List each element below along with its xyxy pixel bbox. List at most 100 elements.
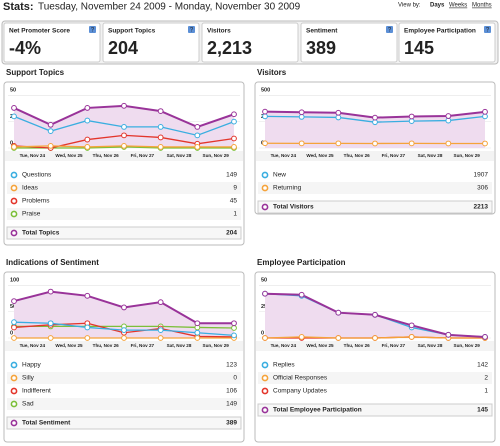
- point: [408, 334, 415, 340]
- point: [372, 335, 378, 341]
- point: [84, 117, 91, 124]
- point: [231, 135, 237, 142]
- legend-total: 2: [484, 375, 488, 382]
- legend-total: 149: [226, 401, 237, 408]
- help-icon: [89, 26, 96, 33]
- legend-name: Total Sentiment: [22, 420, 71, 427]
- point: [11, 319, 17, 326]
- point: [445, 140, 452, 147]
- point: [11, 324, 17, 331]
- point: [121, 142, 127, 149]
- chart-title: Visitors: [257, 68, 287, 77]
- point: [157, 124, 164, 130]
- legend-total: 145: [477, 407, 488, 414]
- point: [231, 111, 237, 118]
- help-icon: [386, 26, 393, 33]
- view-months[interactable]: Months: [472, 3, 492, 9]
- y-tick-label: 50: [261, 278, 267, 284]
- legend-swatch: [10, 171, 18, 179]
- stat-label: Sentiment: [306, 28, 338, 35]
- legend-row: [7, 208, 241, 220]
- x-tick-label: Tue, Nov 24: [271, 153, 297, 158]
- view-by: View by:: [398, 3, 421, 9]
- stat-label: Support Topics: [108, 28, 156, 35]
- legend-name: Total Visitors: [273, 204, 314, 211]
- legend-total: 106: [226, 388, 237, 395]
- point: [298, 109, 305, 116]
- legend-total: 149: [226, 172, 237, 179]
- view-weeks[interactable]: Weeks: [449, 3, 467, 9]
- legend-row: [7, 169, 241, 181]
- legend-total: 1: [484, 388, 488, 395]
- x-tick-label: Wed, Nov 25: [55, 153, 83, 158]
- x-axis-band: [5, 341, 243, 351]
- legend-total: 204: [226, 230, 237, 237]
- x-tick-label: Sun, Nov 29: [203, 153, 230, 158]
- point: [121, 335, 127, 341]
- legend-name: Ideas: [22, 185, 39, 192]
- point: [47, 320, 54, 327]
- point: [335, 140, 342, 147]
- y-tick-label: 100: [10, 278, 19, 284]
- help-text[interactable]: ?: [190, 28, 194, 34]
- stats-title: Stats:: [3, 1, 34, 13]
- x-tick-label: Sun, Nov 29: [454, 153, 481, 158]
- help-text[interactable]: ?: [486, 28, 490, 34]
- point: [47, 121, 54, 128]
- point: [298, 334, 305, 340]
- legend-total: 1: [233, 211, 237, 218]
- stat-label: Employee Participation: [404, 28, 476, 35]
- stat-card: [201, 22, 299, 63]
- y-tick-label: 0: [261, 330, 264, 336]
- x-tick-label: Fri, Nov 27: [382, 153, 406, 158]
- chart-title: Support Topics: [6, 68, 65, 77]
- point: [262, 290, 268, 297]
- legend-row: [257, 200, 493, 214]
- point: [231, 332, 237, 339]
- point: [157, 299, 164, 306]
- x-tick-label: Tue, Nov 24: [271, 343, 297, 348]
- point: [298, 291, 305, 298]
- point: [408, 113, 415, 120]
- point: [47, 335, 54, 341]
- point: [84, 136, 91, 143]
- y-tick-label: 0: [10, 330, 13, 336]
- view-days[interactable]: Days: [430, 3, 445, 9]
- point: [121, 132, 127, 139]
- x-tick-label: Thu, Nov 26: [93, 343, 119, 348]
- point: [47, 288, 54, 295]
- legend-swatch: [10, 374, 18, 382]
- help-icon: [484, 26, 491, 33]
- point: [194, 124, 201, 130]
- x-tick-label: Sun, Nov 29: [203, 343, 230, 348]
- legend-swatch: [10, 361, 18, 369]
- legend-name: New: [273, 172, 286, 179]
- help-text[interactable]: ?: [91, 28, 95, 34]
- legend-name: Company Updates: [273, 388, 328, 395]
- legend-swatch: [261, 361, 269, 369]
- point: [84, 144, 91, 150]
- x-tick-label: Tue, Nov 24: [20, 153, 46, 158]
- legend-swatch: [10, 419, 18, 427]
- legend-swatch: [261, 387, 269, 395]
- help-text[interactable]: ?: [388, 28, 392, 34]
- x-tick-label: Fri, Nov 27: [131, 153, 155, 158]
- legend-name: Questions: [22, 172, 52, 179]
- point: [335, 109, 342, 116]
- point: [11, 298, 17, 304]
- point: [194, 329, 201, 336]
- stat-card: [102, 22, 200, 63]
- point: [445, 113, 452, 119]
- legend-total: 0: [233, 375, 237, 382]
- legend-name: Total Employee Participation: [273, 407, 362, 414]
- legend-swatch: [10, 197, 18, 205]
- point: [11, 113, 17, 120]
- legend-name: Indifferent: [22, 388, 51, 395]
- legend-total: 142: [477, 362, 488, 369]
- x-tick-label: Tue, Nov 24: [20, 343, 46, 348]
- point: [335, 335, 342, 341]
- point: [194, 320, 201, 327]
- legend-swatch: [261, 184, 269, 192]
- point: [121, 327, 127, 333]
- y-tick-label: 50: [10, 304, 16, 310]
